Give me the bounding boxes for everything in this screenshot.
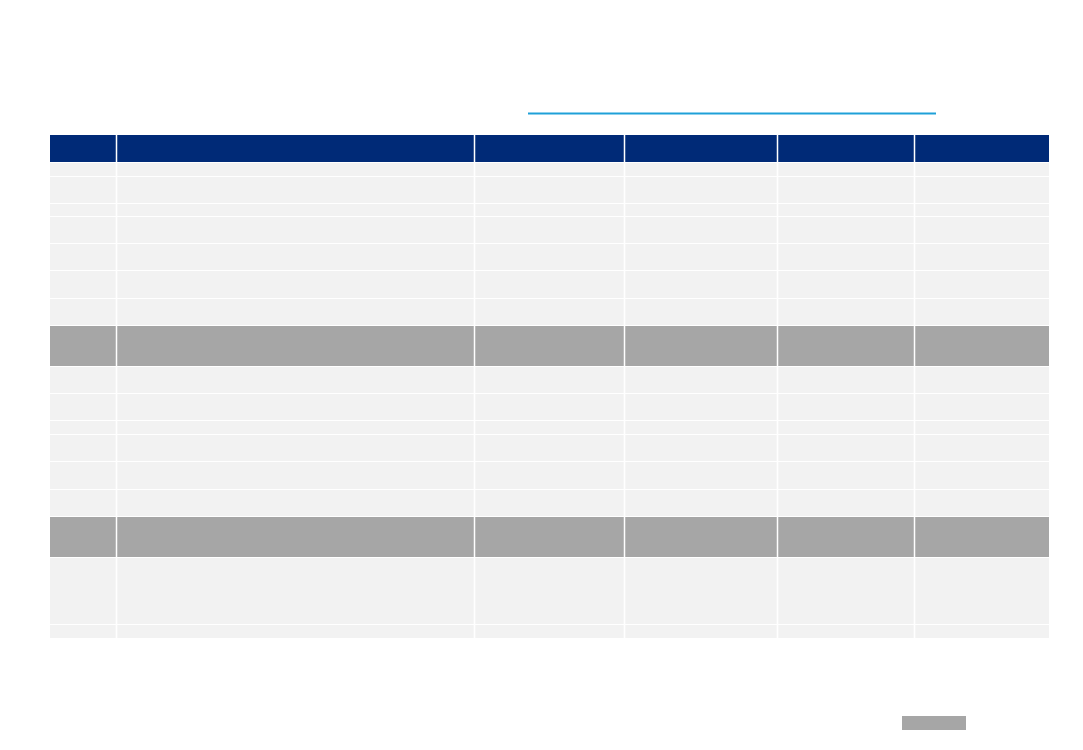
row [50, 394, 1049, 420]
row [50, 367, 1049, 393]
row [50, 462, 1049, 489]
header-row [50, 135, 1049, 162]
row [50, 244, 1049, 270]
table [50, 135, 1049, 638]
column-dividers [115, 135, 916, 638]
row [50, 558, 1049, 624]
footer-block [902, 716, 966, 730]
section-row [50, 326, 1049, 366]
row [50, 217, 1049, 243]
row [50, 421, 1049, 434]
section-row [50, 517, 1049, 557]
row [50, 625, 1049, 638]
row [50, 163, 1049, 176]
row [50, 490, 1049, 516]
row [50, 204, 1049, 216]
row [50, 435, 1049, 461]
row [50, 271, 1049, 298]
row [50, 299, 1049, 325]
row [50, 177, 1049, 203]
